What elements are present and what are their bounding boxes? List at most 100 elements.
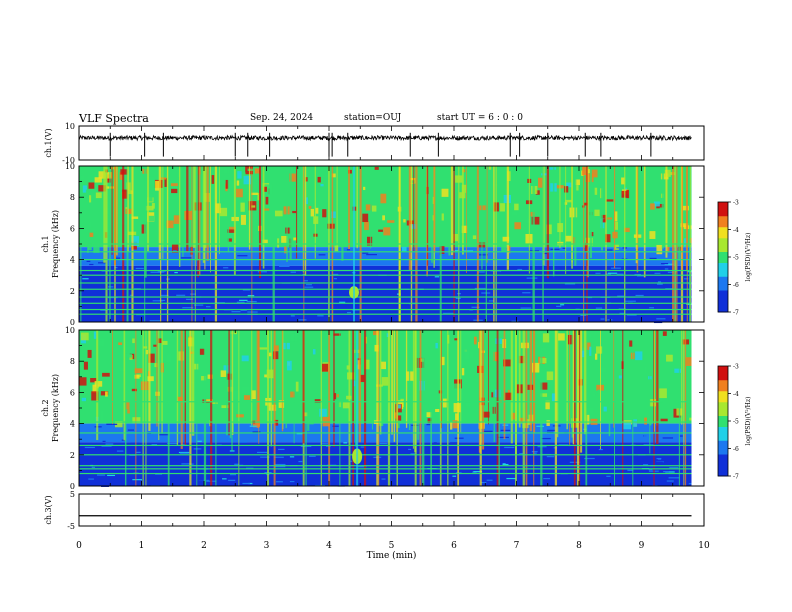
ch1-spectrogram-sferic xyxy=(158,166,161,260)
ch2-spectrogram-cell xyxy=(473,336,477,345)
ch1-spectrogram-colorbar-cell xyxy=(718,207,728,211)
ch1-spectrogram-cell xyxy=(305,284,312,286)
ch2-spectrogram-cell xyxy=(273,345,279,352)
ch2-spectrogram-cell xyxy=(536,425,544,427)
ch2-spectrogram-cell xyxy=(674,368,682,373)
ch2-spectrogram-sferic xyxy=(578,330,581,486)
ch1-spectrogram-sferic xyxy=(162,166,164,259)
ch2-spectrogram-cell xyxy=(546,431,554,433)
ch1-spectrogram-cell xyxy=(97,262,107,264)
ch2-spectrogram-sferic xyxy=(573,330,576,486)
ch2-spectrogram-cell xyxy=(503,359,511,367)
ch1-spectrogram-colorbar-cell xyxy=(718,213,728,217)
ch1-spectrogram-cell xyxy=(285,227,291,234)
ch1-spectrogram-cell xyxy=(666,246,670,253)
ch2-spectrogram-cell xyxy=(278,400,285,408)
ch2-spectrogram-cell xyxy=(343,442,348,444)
ch1-spectrogram-cell xyxy=(441,213,444,221)
ch1-spectrogram-cell xyxy=(243,175,252,185)
ch2-spectrogram-sferic xyxy=(518,330,521,428)
ch1-spectrogram-cell xyxy=(240,214,246,225)
ch2-spectrogram-cell xyxy=(370,471,380,473)
ch1-spectrogram-cell xyxy=(649,307,655,309)
ch2-spectrogram-cell xyxy=(143,346,148,349)
ch2-spectrogram-cell xyxy=(540,382,548,390)
ch2-spectrogram-cell xyxy=(320,476,325,478)
x-tick-label: 2 xyxy=(201,541,207,551)
ch2-spectrogram-cell xyxy=(648,469,653,471)
x-tick-label: 10 xyxy=(698,541,710,551)
ch2-spectrogram-cell xyxy=(540,347,547,351)
ch2-spectrogram-cell xyxy=(491,392,495,398)
ch2-spectrogram-cell xyxy=(116,450,124,452)
ch2-spectrogram-sferic xyxy=(196,330,198,486)
ch2-spectrogram-cell xyxy=(106,423,118,425)
ch2-spectrogram-cell xyxy=(333,393,337,400)
ch2-spectrogram-sferic xyxy=(569,330,571,447)
ch2-spectrogram-cell xyxy=(668,477,680,479)
ch1-spectrogram-cell xyxy=(560,277,569,279)
ch1-spectrogram-cell xyxy=(242,289,250,291)
ch2-spectrogram-sferic xyxy=(158,330,160,441)
ch1-spectrogram-cell xyxy=(522,292,531,294)
ch2-spectrogram-cell xyxy=(453,383,461,389)
ch2-spectrogram-ylabel-channel: ch.2 xyxy=(41,399,50,416)
ch2-spectrogram-sferic xyxy=(600,330,601,450)
ch1-spectrogram-cell xyxy=(626,189,630,199)
ch1-spectrogram-cell xyxy=(401,246,407,252)
ch2-spectrogram-cell xyxy=(435,408,440,413)
ch2-spectrogram-colorbar-cell xyxy=(718,418,728,422)
ch1-spectrogram-cell xyxy=(479,254,488,256)
ch1-spectrogram-line xyxy=(79,296,692,298)
ch2-spectrogram-cell xyxy=(181,443,187,445)
ch1-spectrogram-cell xyxy=(474,287,486,290)
ch2-spectrogram-cell xyxy=(134,368,143,374)
ch2-spectrogram-cell xyxy=(547,429,556,431)
ch1-spectrogram-cell xyxy=(87,182,95,189)
ch1-spectrogram-sferic xyxy=(233,166,236,276)
ch2-spectrogram-sferic xyxy=(654,330,655,432)
ch1-spectrogram-cell xyxy=(219,207,228,217)
ch2-spectrogram-cell xyxy=(505,392,513,401)
ch2-spectrogram-cell xyxy=(579,342,586,351)
ch1-spectrogram-colorbar-tick-label: -6 xyxy=(733,282,739,289)
ch1-spectrogram-cell xyxy=(662,218,667,227)
ch1-spectrogram-sferic xyxy=(413,166,415,253)
ch1-spectrogram-cell xyxy=(159,292,165,294)
ch3-ytick-label: 5 xyxy=(70,490,75,499)
ch2-spectrogram-cell xyxy=(97,338,105,347)
ch1-spectrogram-cell xyxy=(434,276,440,278)
ch2-spectrogram-cell xyxy=(127,409,130,414)
ch2-spectrogram-colorbar-cell xyxy=(718,432,728,436)
ch2-spectrogram-cell xyxy=(320,472,328,474)
ch1-spectrogram-cell xyxy=(379,301,384,303)
ch2-spectrogram-cell xyxy=(567,334,574,345)
ch1-spectrogram-ytick-label: 6 xyxy=(70,224,75,233)
ch1-spectrogram-sferic xyxy=(665,166,668,258)
ch2-spectrogram-cell xyxy=(452,475,457,477)
ch1-spectrogram-cell xyxy=(82,278,89,280)
ch1-spectrogram-cell xyxy=(279,265,290,267)
ch2-spectrogram-sferic xyxy=(681,330,683,425)
ch1-spectrogram-cell xyxy=(461,184,467,193)
ch1-spectrogram-cell xyxy=(472,235,477,240)
ch2-spectrogram-cell xyxy=(528,469,538,471)
ch2-spectrogram-cell xyxy=(336,394,339,398)
ch1-spectrogram-cell xyxy=(174,271,178,274)
ch2-spectrogram-sferic xyxy=(378,330,380,486)
ch1-spectrogram-sferic xyxy=(574,166,577,266)
ch1-spectrogram-cell xyxy=(317,315,324,317)
ch2-spectrogram-cell xyxy=(314,399,321,403)
ch1-spectrogram-cell xyxy=(657,281,662,283)
ch2-spectrogram-cell xyxy=(482,430,493,432)
ch1-spectrogram-cell xyxy=(471,306,480,308)
ch1-spectrogram-sferic xyxy=(481,166,483,270)
ch1-spectrogram-cell xyxy=(556,278,561,280)
ch2-spectrogram-cell xyxy=(427,418,432,424)
ch2-spectrogram-cell xyxy=(241,433,253,435)
ch2-spectrogram-cell xyxy=(594,353,598,360)
ch1-spectrogram-cell xyxy=(366,254,377,256)
ch1-spectrogram-cell xyxy=(667,271,674,273)
ch2-spectrogram-cell xyxy=(273,456,284,458)
ch2-spectrogram-cell xyxy=(600,367,607,373)
